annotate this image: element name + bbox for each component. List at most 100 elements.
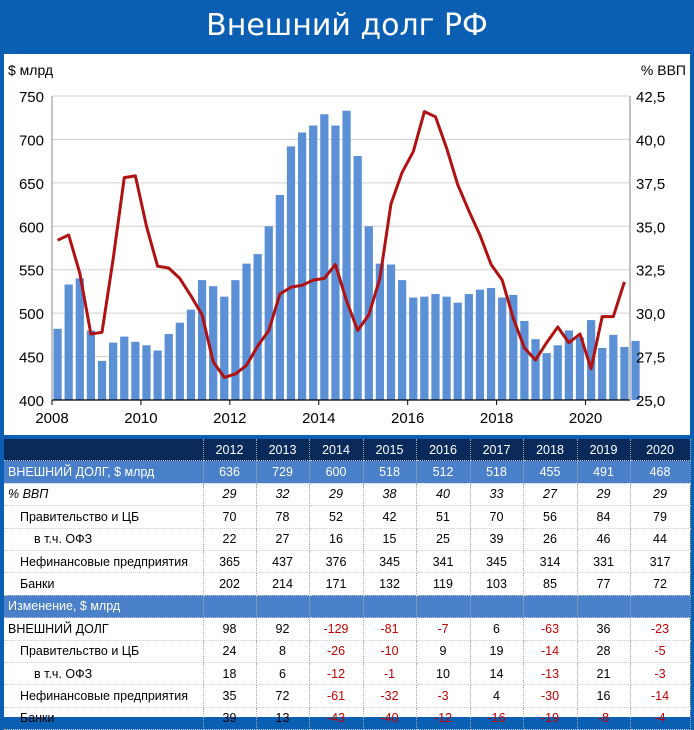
table-cell: -14 (523, 640, 578, 663)
bar (498, 297, 507, 400)
table-cell: -23 (630, 617, 691, 641)
table-cell: 22 (203, 528, 257, 551)
table-cell: 28 (577, 640, 631, 663)
year-header: 2012 (203, 439, 257, 462)
bar (131, 341, 140, 400)
table-header-row: 2012 2013 2014 2015 2016 2017 2018 2019 2020 (4, 439, 691, 462)
table-cell: -16 (470, 707, 524, 730)
table-cell: -43 (309, 707, 364, 730)
bar (431, 294, 440, 400)
gdp-share-line (56, 110, 626, 379)
table-cell: 345 (363, 550, 417, 574)
row-label: Изменение, $ млрд (4, 595, 204, 619)
table-cell: 92 (256, 617, 310, 641)
row-label: Правительство и ЦБ (4, 505, 204, 529)
table-cell (630, 595, 691, 619)
right-tick-label: 27,5 (636, 350, 665, 367)
row-label: Нефинансовые предприятия (4, 550, 204, 574)
table-cell: 40 (416, 483, 471, 507)
table-cell: 29 (630, 483, 691, 507)
bar (331, 125, 340, 400)
table-cell: 19 (470, 640, 524, 663)
right-axis-label: % ВВП (641, 62, 686, 78)
left-tick-label: 600 (19, 219, 44, 236)
table-cell: 491 (577, 460, 631, 484)
x-tick-label: 2020 (569, 410, 602, 427)
table-cell: -5 (630, 640, 691, 663)
table-cell: 70 (470, 505, 524, 529)
bar (220, 296, 229, 400)
left-tick-label: 750 (19, 89, 44, 106)
left-tick-label: 650 (19, 176, 44, 193)
bar (442, 296, 451, 400)
table-cell: -32 (363, 684, 417, 708)
table-cell: -7 (416, 617, 471, 641)
table-cell: 437 (256, 550, 310, 574)
bar (64, 284, 73, 400)
table-cell: 8 (256, 640, 310, 663)
table-cell: 171 (309, 572, 364, 596)
table-cell: 98 (203, 617, 257, 641)
bar (598, 347, 607, 400)
table-cell: 79 (630, 505, 691, 529)
bar (531, 339, 540, 400)
bar (409, 297, 418, 400)
bar (309, 125, 318, 400)
bar (53, 328, 62, 400)
table-row: в т.ч. ОФЗ 18 6 -12 -1 10 14 -13 21 -3 (4, 662, 691, 686)
bar (264, 226, 273, 400)
year-header: 2019 (577, 439, 631, 462)
year-header: 2015 (363, 439, 417, 462)
row-label: ВНЕШНИЙ ДОЛГ, $ млрд (4, 460, 204, 484)
bar (475, 289, 485, 400)
table-cell: 518 (470, 460, 524, 484)
table-cell (203, 595, 257, 619)
row-label: % ВВП (4, 483, 204, 507)
year-header: 2020 (630, 439, 691, 462)
table-cell (577, 595, 631, 619)
table-cell: -4 (630, 707, 691, 730)
table-row: Нефинансовые предприятия 35 72 -61 -32 -3 4 -30… (4, 684, 691, 708)
table-cell: 512 (416, 460, 471, 484)
table-cell: 39 (203, 707, 257, 730)
bar (631, 340, 640, 400)
page-title: Внешний долг РФ (206, 8, 488, 43)
table-cell: 6 (256, 662, 310, 686)
table-cell: 365 (203, 550, 257, 574)
table-cell (309, 595, 364, 619)
bar (520, 320, 529, 400)
table-cell: 84 (577, 505, 631, 529)
chart-panel: $ млрд % ВВП 750 42,5 700 40,0 650 37,5 600 35,… (4, 54, 690, 435)
table-cell: -26 (309, 640, 364, 663)
table-cell: 32 (256, 483, 310, 507)
table-cell: 10 (416, 662, 471, 686)
debt-chart: $ млрд % ВВП 750 42,5 700 40,0 650 37,5 600 35,… (8, 62, 686, 427)
bar (386, 264, 396, 400)
table-cell: -63 (523, 617, 578, 641)
table-cell: 21 (577, 662, 631, 686)
bar (97, 360, 107, 400)
table-cell: 376 (309, 550, 364, 574)
table-cell: -129 (309, 617, 364, 641)
right-tick-label: 40,0 (636, 132, 665, 149)
table-cell: -10 (363, 640, 417, 663)
table-cell (523, 595, 578, 619)
row-label: в т.ч. ОФЗ (4, 528, 204, 551)
bar (120, 336, 129, 400)
table-cell: 29 (577, 483, 631, 507)
table-cell: -14 (630, 684, 691, 708)
bar (575, 337, 585, 400)
table-cell: 29 (203, 483, 257, 507)
table-cell (416, 595, 471, 619)
x-tick-label: 2018 (480, 410, 513, 427)
right-tick-label: 30,0 (636, 306, 665, 323)
table-row: ВНЕШНИЙ ДОЛГ, $ млрд 636 729 600 518 512 518 45… (4, 460, 691, 484)
bar (209, 286, 218, 400)
table-cell: -19 (523, 707, 578, 730)
left-tick-label: 500 (19, 306, 44, 323)
bar (542, 353, 551, 400)
header-cell-empty (4, 439, 204, 462)
bar (186, 309, 196, 400)
bar (620, 347, 629, 400)
table-cell: 33 (470, 483, 524, 507)
